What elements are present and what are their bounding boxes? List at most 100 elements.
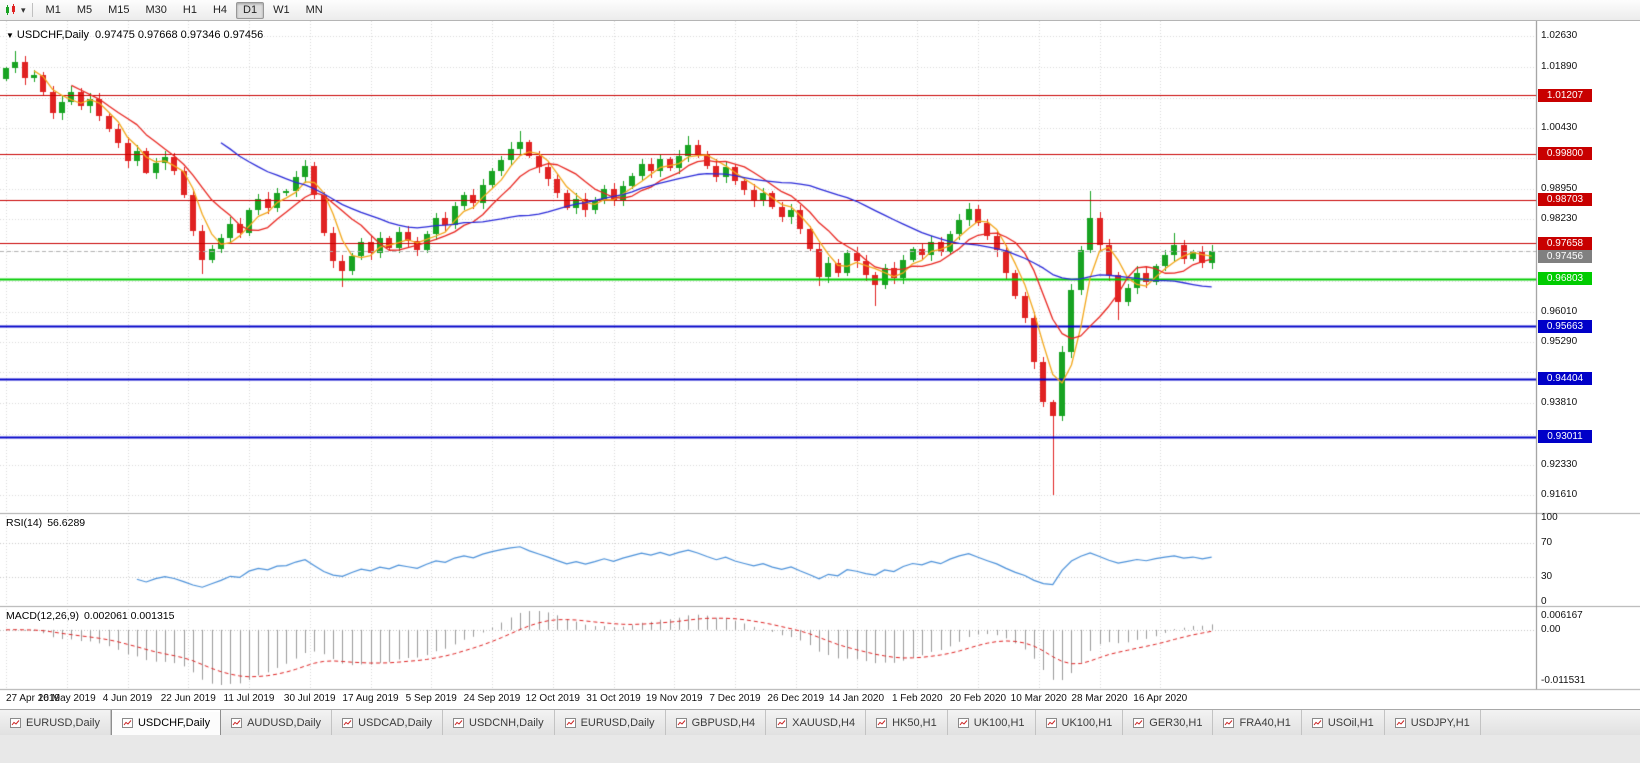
date-axis-label: 16 May 2019 bbox=[37, 693, 96, 704]
chart-tab-label: EURUSD,Daily bbox=[26, 716, 100, 729]
chart-tab[interactable]: FRA40,H1 bbox=[1213, 710, 1302, 735]
timeframe-button[interactable]: H1 bbox=[176, 2, 204, 19]
indicator-axis-label: 30 bbox=[1541, 570, 1553, 582]
price-axis-label: 0.98950 bbox=[1541, 183, 1578, 195]
chart-tab[interactable]: USOil,H1 bbox=[1302, 710, 1385, 735]
date-axis-label: 4 Jun 2019 bbox=[102, 693, 153, 704]
collapse-triangle-icon[interactable]: ▼ bbox=[6, 31, 14, 40]
timeframe-button[interactable]: H4 bbox=[206, 2, 234, 19]
chart-tab-label: GBPUSD,H4 bbox=[691, 716, 756, 729]
bottom-strip bbox=[0, 735, 1640, 763]
chart-tab-label: USDCHF,Daily bbox=[137, 716, 211, 729]
chart-tab[interactable]: USDCAD,Daily bbox=[332, 710, 444, 735]
date-axis-label: 20 Feb 2020 bbox=[949, 693, 1007, 704]
chart-tab[interactable]: HK50,H1 bbox=[866, 710, 948, 735]
date-axis-label: 19 Nov 2019 bbox=[645, 693, 703, 704]
indicator-axis-label: 100 bbox=[1541, 512, 1558, 523]
chart-tab-label: USDCAD,Daily bbox=[358, 716, 433, 729]
chart-tab[interactable]: AUDUSD,Daily bbox=[221, 710, 333, 735]
chart-icon bbox=[776, 717, 788, 728]
price-level-badge: 0.95663 bbox=[1538, 319, 1592, 333]
date-axis-label: 31 Oct 2019 bbox=[586, 693, 641, 704]
chart-type-icon[interactable] bbox=[4, 3, 20, 17]
timeframe-button[interactable]: MN bbox=[299, 2, 330, 19]
price-axis-label: 1.01890 bbox=[1541, 60, 1578, 72]
chart-tab[interactable]: EURUSD,Daily bbox=[555, 710, 666, 735]
chart-tab[interactable]: USDJPY,H1 bbox=[1385, 710, 1481, 735]
rsi-value-label: 56.6289 bbox=[47, 517, 86, 529]
indicator-axis-label: -0.011531 bbox=[1541, 675, 1586, 686]
chart-tab[interactable]: UK100,H1 bbox=[948, 710, 1036, 735]
chart-tab-label: XAUUSD,H4 bbox=[792, 716, 856, 729]
price-axis-label: 0.95290 bbox=[1541, 335, 1578, 347]
chart-icon bbox=[231, 717, 243, 728]
indicator-axis-label: 70 bbox=[1541, 537, 1553, 549]
price-chart-canvas[interactable] bbox=[0, 21, 1640, 709]
chart-icon bbox=[564, 717, 576, 728]
chart-tab-label: FRA40,H1 bbox=[1239, 716, 1291, 729]
timeframe-button[interactable]: M5 bbox=[70, 2, 99, 19]
date-axis-label: 12 Oct 2019 bbox=[525, 693, 580, 704]
chart-tab[interactable]: GER30,H1 bbox=[1123, 710, 1214, 735]
price-level-badge: 0.93011 bbox=[1538, 430, 1592, 444]
chart-icon bbox=[675, 717, 687, 728]
date-axis-label: 24 Sep 2019 bbox=[463, 693, 521, 704]
chart-icon bbox=[121, 717, 133, 728]
indicator-axis-label: 0.00 bbox=[1541, 623, 1561, 635]
price-axis-label: 1.02630 bbox=[1541, 30, 1578, 41]
chart-icon bbox=[342, 717, 354, 728]
timeframe-toolbar: ▾ M1 M5 M15 M30 H1 H4 D1 W1 MN bbox=[0, 0, 1640, 21]
chart-tabs-bar: EURUSD,Daily USDCHF,Daily AUDUSD,Daily U… bbox=[0, 709, 1640, 735]
indicator-axis-label: 0 bbox=[1541, 596, 1547, 607]
price-axis-label: 0.91610 bbox=[1541, 488, 1578, 500]
chart-icon bbox=[10, 717, 21, 728]
date-axis-label: 27 Apr 2019 bbox=[6, 693, 60, 704]
timeframe-button[interactable]: M15 bbox=[101, 2, 136, 19]
chart-tab-label: UK100,H1 bbox=[973, 716, 1025, 729]
date-axis-label: 17 Aug 2019 bbox=[342, 693, 399, 704]
toolbar-separator bbox=[31, 3, 33, 17]
chart-tab[interactable]: UK100,H1 bbox=[1036, 710, 1124, 735]
chart-icon bbox=[1045, 717, 1057, 728]
timeframe-buttons: M1 M5 M15 M30 H1 H4 D1 W1 MN bbox=[38, 1, 331, 19]
dropdown-caret-icon[interactable]: ▾ bbox=[21, 4, 26, 15]
chart-tab[interactable]: GBPUSD,H4 bbox=[666, 710, 767, 735]
chart-tab[interactable]: USDCHF,Daily bbox=[110, 710, 222, 735]
timeframe-button[interactable]: M1 bbox=[39, 2, 68, 19]
chart-icon bbox=[1133, 717, 1145, 728]
price-level-badge: 0.97658 bbox=[1538, 236, 1592, 250]
price-level-badge: 0.94404 bbox=[1538, 372, 1592, 386]
chart-tab-label: GER30,H1 bbox=[1149, 716, 1203, 729]
chart-tab[interactable]: EURUSD,Daily bbox=[0, 710, 111, 735]
chart-title: ▼ USDCHF,Daily 0.97475 0.97668 0.97346 0.9… bbox=[6, 29, 263, 41]
rsi-title: RSI(14) 56.6289 bbox=[6, 517, 85, 529]
chart-tab-label: HK50,H1 bbox=[892, 716, 937, 729]
date-axis-label: 5 Sep 2019 bbox=[405, 693, 457, 704]
price-level-badge: 0.99800 bbox=[1538, 147, 1592, 161]
chart-tab-label: EURUSD,Daily bbox=[580, 716, 655, 729]
date-axis-label: 16 Apr 2020 bbox=[1133, 693, 1188, 704]
chart-ohlc-values: 0.97475 0.97668 0.97346 0.97456 bbox=[95, 29, 264, 41]
timeframe-button[interactable]: D1 bbox=[236, 1, 265, 19]
chart-icon bbox=[876, 717, 888, 728]
timeframe-button[interactable]: M30 bbox=[139, 2, 174, 19]
chart-icon bbox=[957, 717, 969, 728]
date-axis-label: 22 Jun 2019 bbox=[160, 693, 216, 704]
chart-icon bbox=[1223, 717, 1235, 728]
chart-symbol-label: USDCHF,Daily bbox=[16, 29, 90, 41]
price-axis-label: 0.93810 bbox=[1541, 397, 1578, 409]
chart-icon bbox=[1311, 717, 1323, 728]
date-axis-label: 10 Mar 2020 bbox=[1010, 693, 1067, 704]
chart-tab[interactable]: XAUUSD,H4 bbox=[766, 710, 867, 735]
chart-tab[interactable]: USDCNH,Daily bbox=[443, 710, 555, 735]
rsi-name-label: RSI(14) bbox=[6, 517, 43, 529]
date-axis-label: 7 Dec 2019 bbox=[709, 693, 761, 704]
timeframe-button[interactable]: W1 bbox=[266, 2, 297, 19]
price-axis-label: 1.00430 bbox=[1541, 121, 1578, 133]
date-axis-label: 14 Jan 2020 bbox=[828, 693, 885, 704]
date-axis-label: 26 Dec 2019 bbox=[767, 693, 825, 704]
chart-panel: ▼ USDCHF,Daily 0.97475 0.97668 0.97346 0.9… bbox=[0, 21, 1640, 709]
date-axis-label: 1 Feb 2020 bbox=[891, 693, 943, 704]
date-axis-label: 28 Mar 2020 bbox=[1071, 693, 1128, 704]
